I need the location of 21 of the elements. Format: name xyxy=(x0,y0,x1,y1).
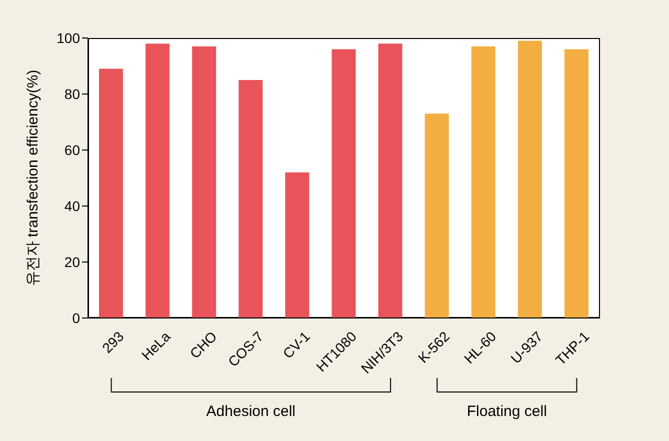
bar xyxy=(424,114,449,318)
bar xyxy=(99,68,123,318)
text: Floating cell xyxy=(466,403,547,420)
bar xyxy=(471,46,496,318)
bar xyxy=(238,80,263,318)
bar xyxy=(518,40,542,318)
bar xyxy=(378,44,402,318)
y-tick-label: 100 xyxy=(56,30,80,46)
y-tick-label: 40 xyxy=(64,198,80,214)
y-tick-label: 60 xyxy=(64,142,80,158)
bar xyxy=(146,44,170,318)
x-tick-label: 293 xyxy=(98,328,127,356)
bar xyxy=(285,172,310,318)
bar xyxy=(564,49,588,318)
y-tick-label: 0 xyxy=(72,310,80,326)
bar xyxy=(332,49,356,318)
bar xyxy=(192,46,216,318)
y-tick-label: 20 xyxy=(64,254,80,270)
y-tick-label: 80 xyxy=(64,86,80,102)
text: Adhesion cell xyxy=(206,403,296,420)
y-axis-title: 유전자 transfection efficiency(%) xyxy=(24,70,42,286)
